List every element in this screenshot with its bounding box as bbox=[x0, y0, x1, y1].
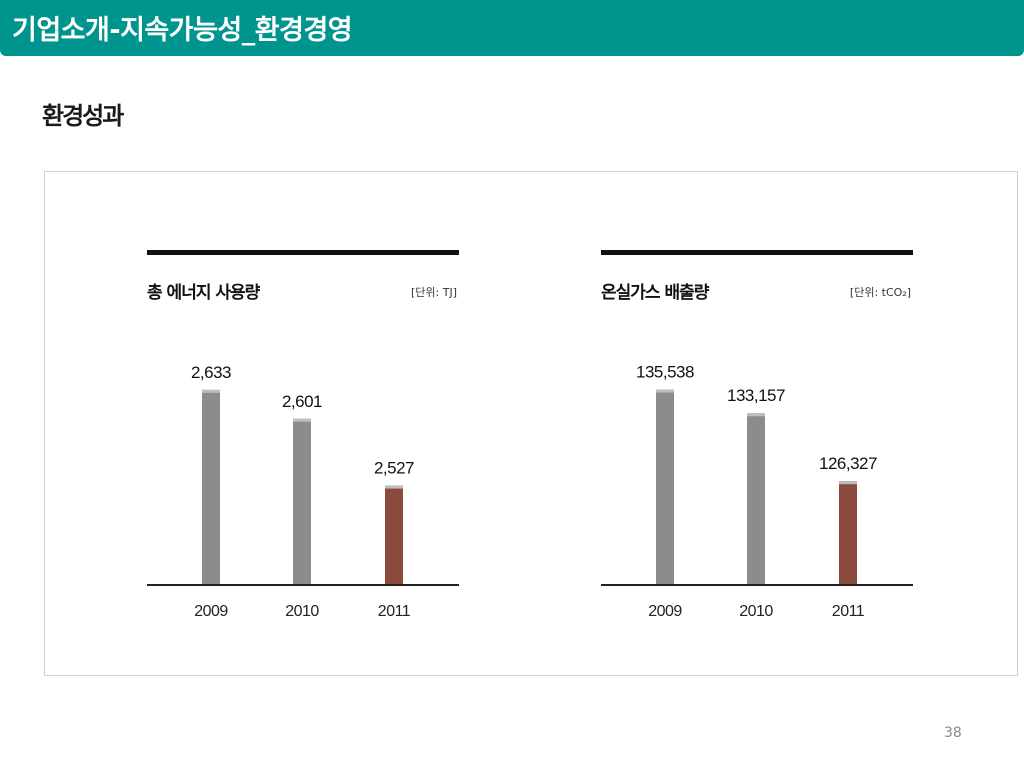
bar bbox=[293, 418, 311, 584]
data-label: 2,633 bbox=[191, 363, 231, 382]
chart-title: 총 에너지 사용량 bbox=[147, 283, 261, 303]
energy-usage-chart: 총 에너지 사용량 [단위: TJ] 2,633 2009 2,601 2010 2,527… bbox=[145, 172, 465, 632]
x-tick-label: 2011 bbox=[832, 603, 865, 620]
x-tick-label: 2010 bbox=[285, 603, 319, 620]
chart-unit-label: [단위: TJ] bbox=[411, 286, 457, 299]
data-label: 135,538 bbox=[636, 363, 694, 382]
x-axis-line bbox=[601, 584, 913, 586]
chart-top-rule bbox=[147, 250, 459, 255]
ghg-emissions-chart-svg: 온실가스 배출량 [단위: tCO₂] 135,538 2009 133,157 2010… bbox=[601, 250, 913, 620]
bar-cap bbox=[293, 418, 311, 422]
bar-cap bbox=[839, 481, 857, 485]
charts-panel: 총 에너지 사용량 [단위: TJ] 2,633 2009 2,601 2010 2,527… bbox=[44, 171, 1018, 676]
x-axis-line bbox=[147, 584, 459, 586]
header-bar: 기업소개-지속가능성_환경경영 bbox=[0, 0, 1024, 56]
x-tick-label: 2009 bbox=[648, 603, 682, 620]
data-label: 133,157 bbox=[727, 386, 785, 405]
bar bbox=[747, 413, 765, 584]
ghg-emissions-chart: 온실가스 배출량 [단위: tCO₂] 135,538 2009 133,157 2010… bbox=[599, 172, 919, 632]
x-tick-label: 2011 bbox=[378, 603, 411, 620]
bar-cap bbox=[202, 389, 220, 393]
x-tick-label: 2009 bbox=[194, 603, 228, 620]
bar bbox=[385, 485, 403, 584]
energy-usage-chart-svg: 총 에너지 사용량 [단위: TJ] 2,633 2009 2,601 2010 2,527… bbox=[147, 250, 459, 620]
page-number: 38 bbox=[944, 725, 962, 741]
page-title: 기업소개-지속가능성_환경경영 bbox=[12, 15, 353, 46]
bar-cap bbox=[385, 485, 403, 489]
chart-top-rule bbox=[601, 250, 913, 255]
bar bbox=[656, 389, 674, 584]
bar bbox=[202, 389, 220, 584]
bar-cap bbox=[656, 389, 674, 393]
data-label: 2,527 bbox=[374, 459, 414, 478]
section-title: 환경성과 bbox=[42, 102, 124, 130]
x-tick-label: 2010 bbox=[739, 603, 773, 620]
chart-title: 온실가스 배출량 bbox=[601, 283, 710, 303]
data-label: 126,327 bbox=[819, 454, 877, 473]
chart-unit-label: [단위: tCO₂] bbox=[850, 286, 911, 299]
bar bbox=[839, 481, 857, 584]
bar-cap bbox=[747, 413, 765, 417]
data-label: 2,601 bbox=[282, 392, 322, 411]
